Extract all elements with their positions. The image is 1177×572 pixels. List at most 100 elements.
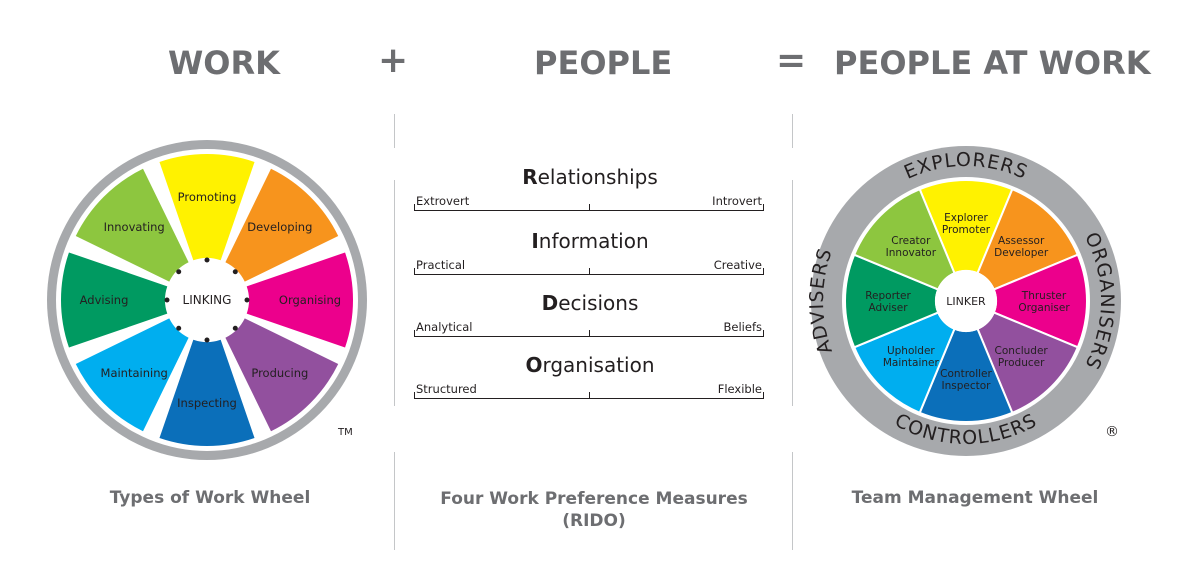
measure-tick-mid bbox=[589, 268, 590, 275]
tm-label-line2: Adviser bbox=[868, 302, 908, 314]
types-of-work-wheel: LINKING Promoting Developing Organising Pro… bbox=[47, 140, 367, 460]
segment-label-promoting: Promoting bbox=[178, 190, 237, 204]
connector-inspecting bbox=[204, 337, 210, 343]
segment-innovating bbox=[75, 168, 189, 282]
segment-label-maintaining: Maintaining bbox=[101, 366, 168, 380]
header-work: WORK bbox=[168, 44, 280, 82]
measure-initial: R bbox=[522, 165, 538, 189]
tm-label-line2: Developer bbox=[994, 247, 1049, 259]
measure-tick-mid bbox=[589, 330, 590, 337]
registered-mark: ® bbox=[1105, 424, 1119, 440]
measure-title: Information bbox=[414, 228, 766, 254]
connector-advising bbox=[164, 297, 170, 303]
connector-developing bbox=[232, 269, 238, 275]
measure-right-pole: Introvert bbox=[712, 194, 762, 208]
tm-label-concluder: Concluder Producer bbox=[995, 345, 1049, 369]
divider-left-bot bbox=[394, 452, 395, 550]
tm-label-line2: Promoter bbox=[942, 224, 991, 236]
divider-right-bot bbox=[792, 452, 793, 550]
tm-label-assessor: Assessor Developer bbox=[994, 235, 1049, 259]
segment-label-producing: Producing bbox=[251, 366, 308, 380]
connector-innovating bbox=[176, 269, 182, 275]
tm-label-line2: Inspector bbox=[942, 380, 992, 392]
tm-label-line1: Creator bbox=[891, 235, 931, 247]
segment-maintaining bbox=[75, 318, 189, 432]
measure-tick-left bbox=[414, 204, 415, 211]
measure-initial: O bbox=[525, 353, 543, 377]
connector-organising bbox=[244, 297, 250, 303]
measure-title: Organisation bbox=[414, 352, 766, 378]
caption-measures: Four Work Preference Measures (RIDO) bbox=[404, 488, 784, 532]
segment-label-developing: Developing bbox=[247, 220, 312, 234]
segment-label-inspecting: Inspecting bbox=[177, 396, 237, 410]
segment-organising bbox=[246, 252, 353, 348]
measure-tick-right bbox=[763, 204, 764, 211]
measure-tick-mid bbox=[589, 392, 590, 399]
header-people: PEOPLE bbox=[534, 44, 673, 82]
tm-label-line1: Controller bbox=[940, 368, 992, 380]
divider-left-mid bbox=[394, 180, 395, 406]
tm-label-thruster: Thruster Organiser bbox=[1018, 290, 1070, 314]
tm-label-line1: Explorer bbox=[944, 212, 988, 224]
hub-label-linking: LINKING bbox=[183, 293, 232, 307]
measure-right-pole: Flexible bbox=[717, 382, 762, 396]
segment-label-organising: Organising bbox=[279, 293, 341, 307]
measure-tick-left bbox=[414, 330, 415, 337]
tm-label-line2: Organiser bbox=[1018, 302, 1070, 314]
measure-left-pole: Analytical bbox=[416, 320, 473, 334]
measure-title: Decisions bbox=[414, 290, 766, 316]
segment-inspecting bbox=[159, 339, 255, 446]
measure-initial: I bbox=[531, 229, 539, 253]
measure-tick-right bbox=[763, 330, 764, 337]
measure-initial: D bbox=[541, 291, 559, 315]
connector-producing bbox=[232, 325, 238, 331]
plus-sign: + bbox=[378, 40, 409, 81]
linking-hub bbox=[171, 264, 243, 336]
tm-label-line1: Reporter bbox=[865, 290, 911, 302]
divider-left-top bbox=[394, 114, 395, 148]
measure-decisions: Decisions Analytical Beliefs bbox=[414, 290, 766, 350]
header-people-at-work: PEOPLE AT WORK bbox=[834, 44, 1151, 82]
measure-tick-right bbox=[763, 392, 764, 399]
segment-producing bbox=[225, 318, 339, 432]
caption-measures-line1: Four Work Preference Measures bbox=[440, 489, 748, 509]
measure-tick-mid bbox=[589, 204, 590, 211]
tm-label-line1: Thruster bbox=[1021, 290, 1067, 302]
measure-organisation: Organisation Structured Flexible bbox=[414, 352, 766, 412]
measure-title-rest: rganisation bbox=[542, 353, 655, 377]
segment-advising bbox=[60, 252, 168, 348]
segment-developing bbox=[225, 168, 339, 282]
measure-left-pole: Extrovert bbox=[416, 194, 470, 208]
equals-sign: = bbox=[776, 40, 807, 81]
measure-right-pole: Creative bbox=[713, 258, 762, 272]
divider-right-top bbox=[792, 114, 793, 148]
tm-label-creator: Creator Innovator bbox=[886, 235, 937, 259]
tm-label-line1: Upholder bbox=[887, 345, 935, 357]
tm-label-line2: Producer bbox=[998, 357, 1045, 369]
measure-relationships: Relationships Extrovert Introvert bbox=[414, 164, 766, 224]
measure-left-pole: Structured bbox=[416, 382, 477, 396]
measure-right-pole: Beliefs bbox=[723, 320, 762, 334]
tm-label-line1: Assessor bbox=[998, 235, 1045, 247]
measure-information: Information Practical Creative bbox=[414, 228, 766, 288]
tm-label-upholder: Upholder Maintainer bbox=[883, 345, 940, 369]
connector-maintaining bbox=[176, 325, 182, 331]
measure-left-pole: Practical bbox=[416, 258, 466, 272]
measure-title-rest: elationships bbox=[537, 165, 658, 189]
measure-tick-left bbox=[414, 392, 415, 399]
tm-label-line2: Innovator bbox=[886, 247, 937, 259]
segment-label-innovating: Innovating bbox=[104, 220, 165, 234]
tm-label-explorer: Explorer Promoter bbox=[942, 212, 991, 236]
segment-promoting bbox=[159, 154, 255, 261]
caption-team-management: Team Management Wheel bbox=[851, 488, 1099, 508]
linker-hub bbox=[935, 270, 997, 332]
segment-label-advising: Advising bbox=[80, 293, 129, 307]
measure-title-rest: nformation bbox=[538, 229, 649, 253]
divider-right-mid bbox=[792, 180, 793, 406]
tm-label-reporter: Reporter Adviser bbox=[865, 290, 911, 314]
tm-label-controller: Controller Inspector bbox=[940, 368, 992, 392]
measure-tick-right bbox=[763, 268, 764, 275]
connector-promoting bbox=[204, 257, 210, 263]
trademark-mark: TM bbox=[337, 427, 353, 438]
